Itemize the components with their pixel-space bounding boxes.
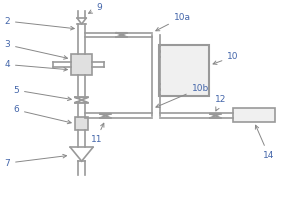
Text: 12: 12 bbox=[215, 96, 227, 111]
Text: 4: 4 bbox=[4, 60, 68, 71]
Text: 10a: 10a bbox=[156, 13, 191, 31]
Text: 5: 5 bbox=[13, 86, 71, 101]
Text: 9: 9 bbox=[88, 3, 102, 13]
Bar bbox=[75, 117, 88, 130]
Text: 6: 6 bbox=[13, 105, 71, 124]
Text: 2: 2 bbox=[4, 17, 74, 30]
Text: 14: 14 bbox=[255, 125, 274, 160]
Bar bbox=[159, 45, 209, 96]
Text: 10: 10 bbox=[213, 52, 239, 64]
Bar bbox=[233, 108, 275, 122]
Text: 3: 3 bbox=[4, 40, 68, 59]
Text: 7: 7 bbox=[4, 154, 67, 168]
Bar bbox=[71, 54, 92, 75]
Text: 11: 11 bbox=[91, 123, 104, 144]
Text: 10b: 10b bbox=[156, 84, 209, 107]
